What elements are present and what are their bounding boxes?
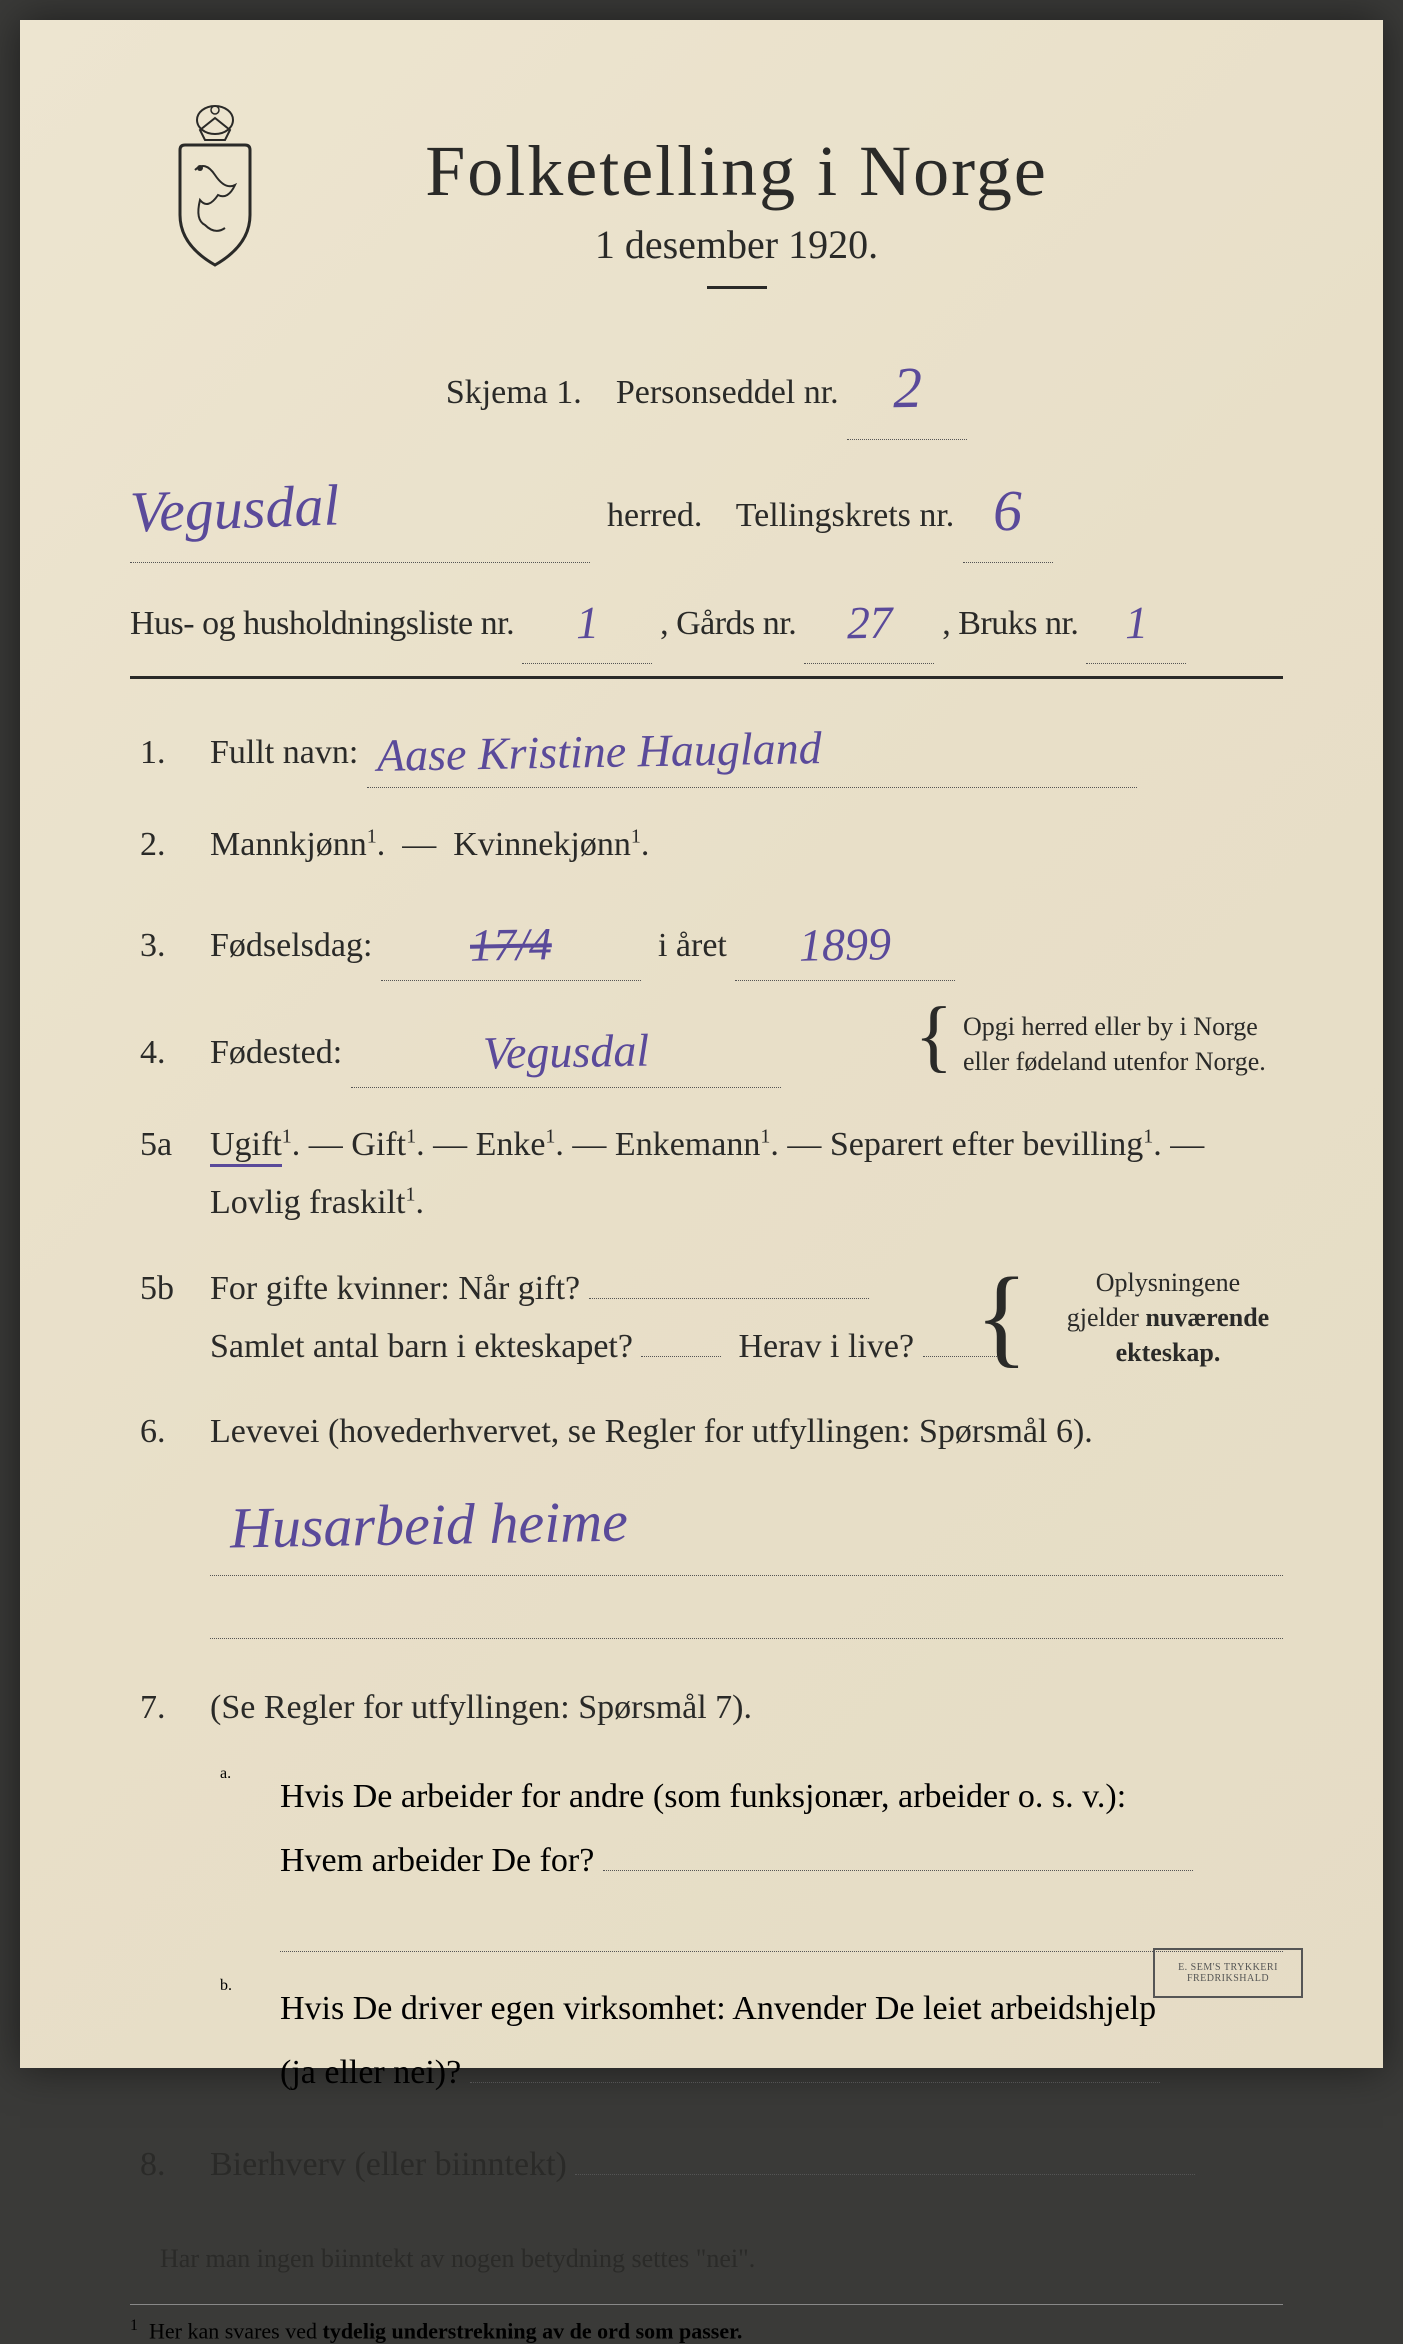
q5a-opt4: Enkemann [615, 1126, 760, 1163]
q5b-n1: Oplysningene [1096, 1268, 1240, 1297]
footnote: 1 Her kan svares ved tydelig understrekn… [130, 2304, 1283, 2344]
q5b-num: 5b [130, 1260, 210, 1318]
census-form-page: Folketelling i Norge 1 desember 1920. Sk… [20, 20, 1383, 2068]
q7a-letter: a. [220, 1765, 280, 1952]
brace-icon: { [975, 1272, 1028, 1360]
q3-num: 3. [130, 917, 210, 975]
bruks-label: , Bruks nr. [942, 605, 1078, 642]
meta-line-1: Skjema 1. Personseddel nr. 2 [130, 329, 1283, 440]
q2: 2. Mannkjønn1. — Kvinnekjønn1. [130, 816, 1283, 874]
q5b-n2: gjelder nuværende [1067, 1303, 1269, 1332]
q6: 6. Levevei (hovederhvervet, se Regler fo… [130, 1403, 1283, 1638]
tellingskrets-value: 6 [992, 456, 1023, 567]
q7-label: (Se Regler for utfyllingen: Spørsmål 7). [210, 1689, 752, 1726]
title-block: Folketelling i Norge 1 desember 1920. [190, 130, 1283, 289]
q4-note1: Opgi herred eller by i Norge [963, 1012, 1258, 1041]
meta-line-2: Vegusdal herred. Tellingskrets nr. 6 [130, 452, 1283, 563]
q7b-l1: Hvis De driver egen virksomhet: Anvender… [280, 1990, 1156, 2027]
q5a-opt2: Gift [351, 1126, 406, 1163]
printer-stamp: E. SEM'S TRYKKERI FREDRIKSHALD [1153, 1948, 1303, 1998]
q5a-opt6: Lovlig fraskilt [210, 1184, 405, 1221]
q5b-l1: For gifte kvinner: Når gift? [210, 1270, 580, 1307]
q7a-l1: Hvis De arbeider for andre (som funksjon… [280, 1778, 1126, 1815]
divider [707, 286, 767, 289]
q7a-l2: Hvem arbeider De for? [280, 1842, 594, 1879]
q7b-l2: (ja eller nei)? [280, 2054, 461, 2091]
q5b-l3: Herav i live? [738, 1328, 914, 1365]
q2-num: 2. [130, 816, 210, 874]
personseddel-label: Personseddel nr. [616, 374, 839, 411]
skjema-label: Skjema 1. [446, 374, 582, 411]
gards-value: 27 [846, 579, 893, 667]
q8-label: Bierhverv (eller biinntekt) [210, 2146, 567, 2183]
herred-value: Vegusdal [128, 451, 341, 568]
q4: 4. Fødested: Vegusdal { Opgi herred elle… [130, 1009, 1283, 1088]
q5a: 5a Ugift1. — Gift1. — Enke1. — Enkemann1… [130, 1116, 1283, 1232]
q7a: a. Hvis De arbeider for andre (som funks… [130, 1765, 1283, 1952]
page-title: Folketelling i Norge [190, 130, 1283, 213]
q1-num: 1. [130, 724, 210, 782]
q5b-n3: ekteskap. [1116, 1338, 1221, 1367]
q8: 8. Bierhverv (eller biinntekt) [130, 2136, 1283, 2194]
q4-num: 4. [130, 1024, 210, 1082]
q5a-opt1: Ugift [210, 1126, 282, 1167]
q4-value: Vegusdal [482, 1011, 649, 1092]
herred-label: herred. [607, 497, 702, 534]
q2-female: Kvinnekjønn [453, 826, 631, 863]
coat-of-arms-icon [150, 100, 280, 270]
page-subtitle: 1 desember 1920. [190, 221, 1283, 268]
q4-label: Fødested: [210, 1034, 342, 1071]
q8-num: 8. [130, 2136, 210, 2194]
q5b: 5b For gifte kvinner: Når gift? Samlet a… [130, 1260, 1283, 1376]
q1: 1. Fullt navn: Aase Kristine Haugland [130, 709, 1283, 788]
q6-value: Husarbeid heime [229, 1473, 629, 1579]
meta-line-3: Hus- og husholdningsliste nr. 1 , Gårds … [130, 575, 1283, 663]
bruks-value: 1 [1124, 579, 1148, 667]
q4-sidenote: Opgi herred eller by i Norge eller fødel… [963, 1009, 1293, 1079]
q7b: b. Hvis De driver egen virksomhet: Anven… [130, 1977, 1283, 2106]
q3: 3. Fødselsdag: 17/4 i året 1899 [130, 902, 1283, 981]
q5b-l2: Samlet antal barn i ekteskapet? [210, 1328, 633, 1365]
q3-mid: i året [658, 927, 727, 964]
q5a-opt5: Separert efter bevilling [830, 1126, 1143, 1163]
q2-male: Mannkjønn [210, 826, 367, 863]
brace-icon: { [915, 1004, 953, 1068]
q3-year: 1899 [799, 905, 892, 985]
q3-day: 17/4 [469, 905, 552, 985]
q5b-sidenote: Oplysningene gjelder nuværende ekteskap. [1043, 1265, 1293, 1370]
gards-label: , Gårds nr. [660, 605, 796, 642]
q5a-num: 5a [130, 1116, 210, 1174]
q5a-opt3: Enke [476, 1126, 546, 1163]
header: Folketelling i Norge 1 desember 1920. [130, 130, 1283, 289]
personseddel-value: 2 [892, 333, 923, 444]
q1-value: Aase Kristine Haugland [376, 709, 822, 795]
tellingskrets-label: Tellingskrets nr. [736, 497, 955, 534]
hus-value: 1 [575, 579, 599, 667]
q7: 7. (Se Regler for utfyllingen: Spørsmål … [130, 1679, 1283, 1737]
footnote-num: 1 [130, 2317, 138, 2334]
q4-note2: eller fødeland utenfor Norge. [963, 1047, 1266, 1076]
q1-label: Fullt navn: [210, 734, 358, 771]
q7b-letter: b. [220, 1977, 280, 2106]
footer-note: Har man ingen biinntekt av nogen betydni… [130, 2244, 1283, 2274]
question-list: 1. Fullt navn: Aase Kristine Haugland 2.… [130, 709, 1283, 2194]
q6-label: Levevei (hovederhvervet, se Regler for u… [210, 1413, 1093, 1450]
q6-num: 6. [130, 1403, 210, 1461]
hus-label: Hus- og husholdningsliste nr. [130, 605, 514, 642]
q7-num: 7. [130, 1679, 210, 1737]
q3-label: Fødselsdag: [210, 927, 372, 964]
main-divider [130, 676, 1283, 679]
